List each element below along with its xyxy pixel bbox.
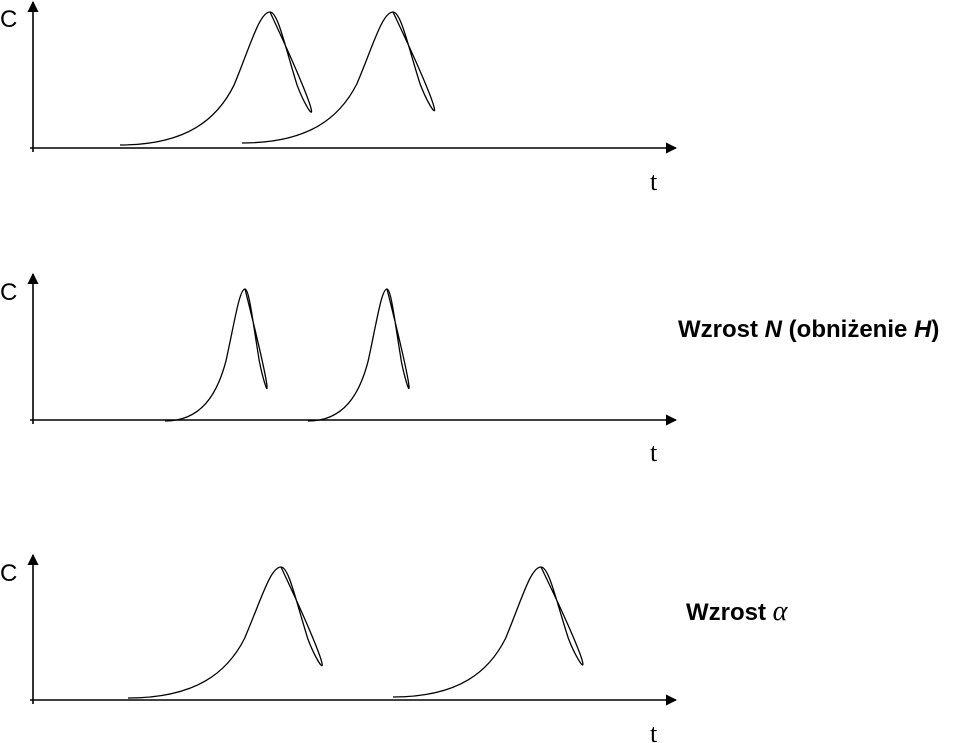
y-axis-label: C	[0, 6, 17, 33]
caption-part: N	[765, 316, 783, 343]
peak	[127, 566, 323, 699]
caption-part: H	[914, 316, 932, 343]
shapes	[27, 0, 678, 706]
caption-part: (obniżenie	[782, 316, 914, 343]
x-axis-label: t	[650, 438, 658, 467]
caption-part: α	[773, 596, 789, 627]
x-axis-label: t	[650, 719, 658, 743]
peak	[307, 288, 410, 422]
y-axis-label: C	[0, 560, 17, 587]
peak	[164, 288, 268, 422]
x-axis-label: t	[650, 167, 658, 196]
caption: Wzrost N (obniżenie H)	[678, 316, 939, 343]
caption-part: Wzrost	[686, 599, 773, 626]
peak	[241, 11, 436, 144]
caption-part: )	[931, 316, 939, 343]
peak	[119, 11, 313, 146]
peak	[392, 566, 584, 698]
caption: Wzrost α	[686, 596, 789, 627]
y-axis-label: C	[0, 279, 17, 306]
caption-part: Wzrost	[678, 316, 765, 343]
